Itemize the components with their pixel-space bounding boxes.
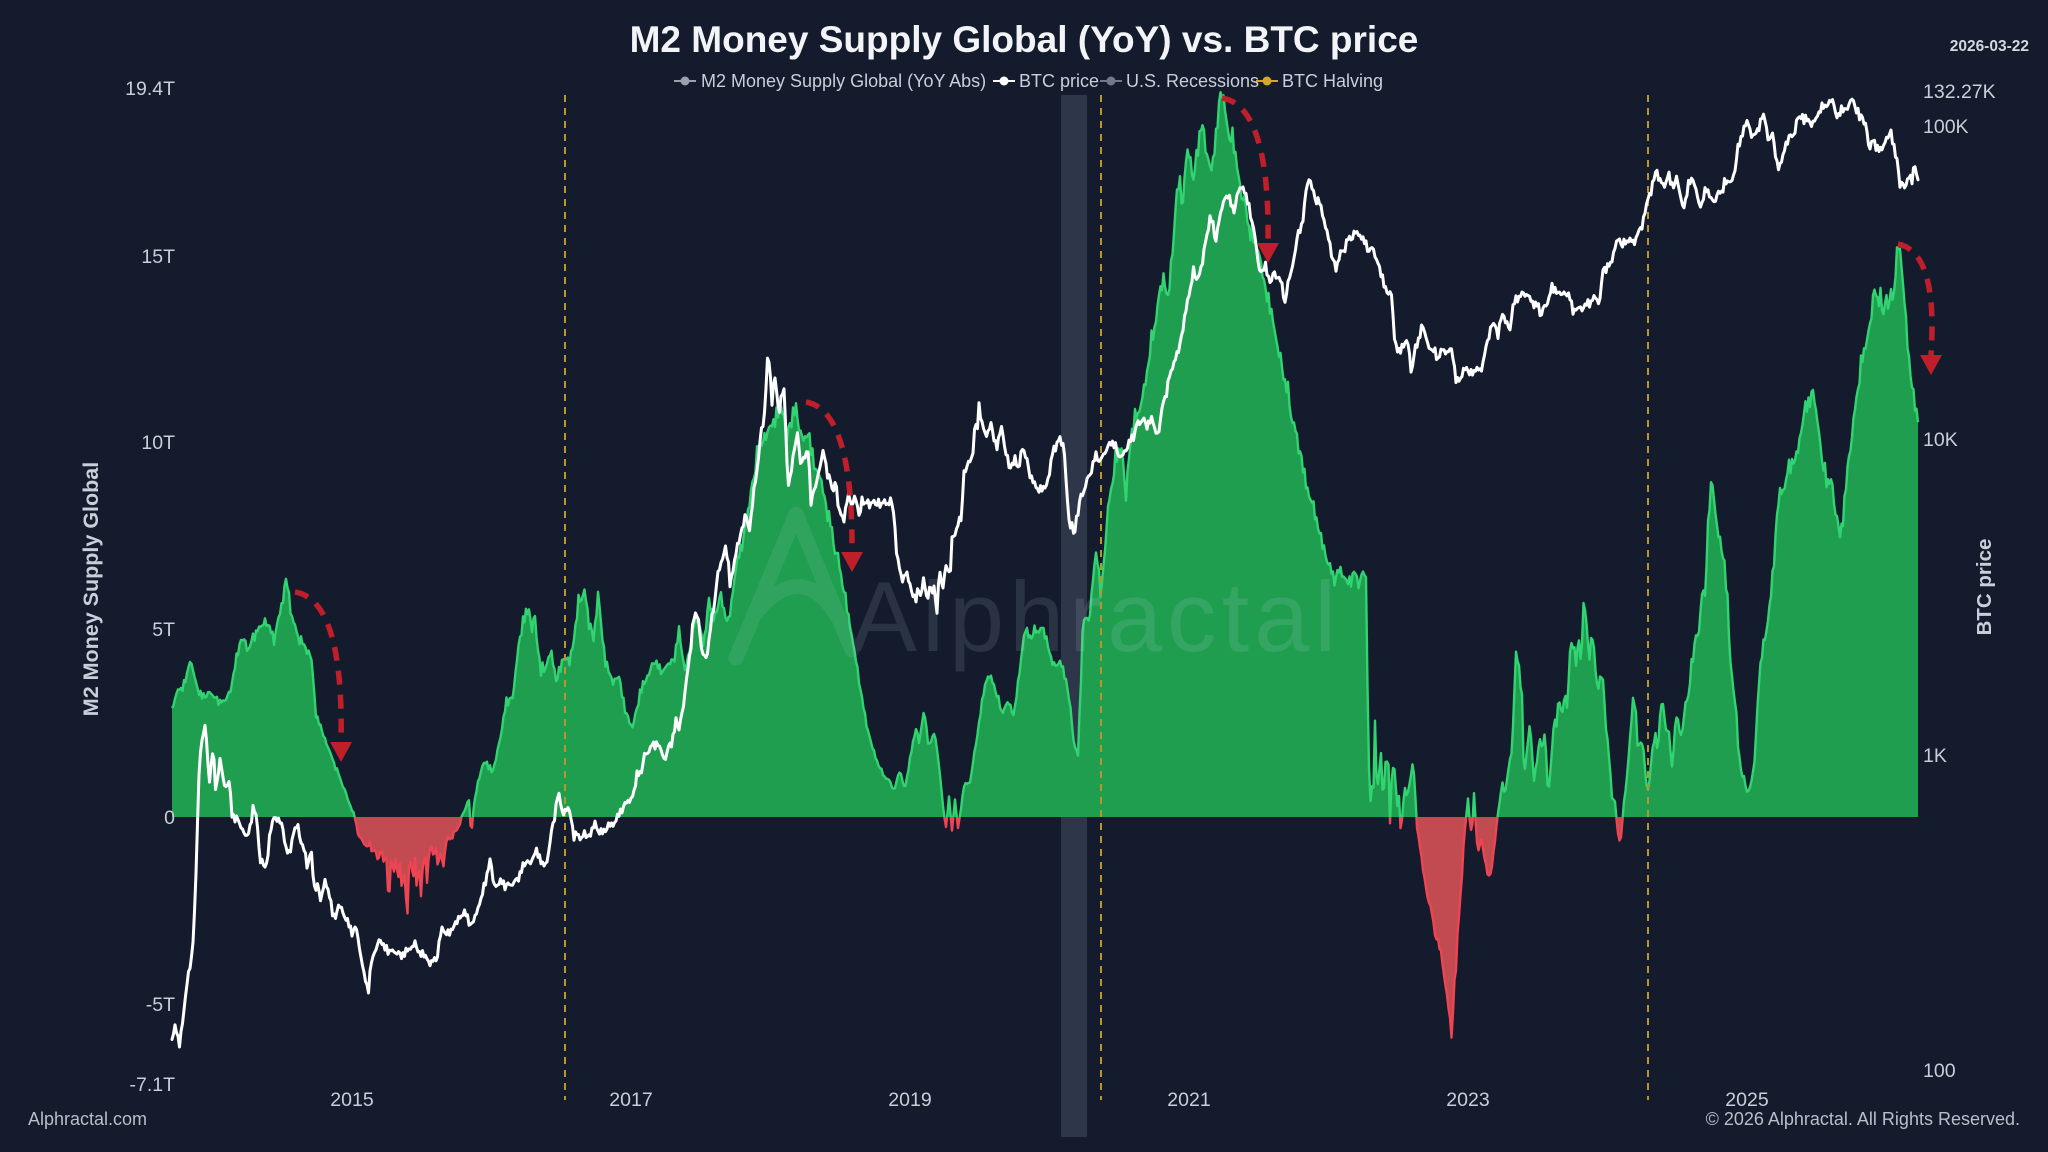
svg-text:BTC price: BTC price xyxy=(1973,539,1996,636)
svg-text:100K: 100K xyxy=(1923,116,1969,138)
svg-text:M2 Money Supply Global (YoY Ab: M2 Money Supply Global (YoY Abs) xyxy=(701,71,986,91)
svg-text:Alphractal: Alphractal xyxy=(851,561,1341,672)
svg-text:132.27K: 132.27K xyxy=(1923,81,1996,103)
svg-text:BTC price: BTC price xyxy=(1019,71,1099,91)
svg-text:2023: 2023 xyxy=(1446,1089,1489,1111)
svg-text:2025: 2025 xyxy=(1725,1089,1769,1111)
svg-text:15T: 15T xyxy=(141,246,175,268)
svg-text:BTC Halving: BTC Halving xyxy=(1282,71,1383,91)
svg-text:-7.1T: -7.1T xyxy=(129,1074,175,1096)
svg-text:100: 100 xyxy=(1923,1060,1956,1082)
svg-text:2019: 2019 xyxy=(888,1089,931,1111)
svg-text:2017: 2017 xyxy=(609,1089,652,1111)
svg-text:U.S. Recessions: U.S. Recessions xyxy=(1126,71,1259,91)
svg-text:Alphractal.com: Alphractal.com xyxy=(28,1109,147,1129)
svg-text:0: 0 xyxy=(164,807,175,829)
svg-text:10K: 10K xyxy=(1923,429,1958,451)
svg-text:1K: 1K xyxy=(1923,745,1947,767)
svg-text:10T: 10T xyxy=(141,432,175,454)
svg-text:M2 Money Supply Global: M2 Money Supply Global xyxy=(79,462,103,716)
svg-text:2015: 2015 xyxy=(330,1089,374,1111)
svg-text:© 2026 Alphractal. All Rights: © 2026 Alphractal. All Rights Reserved. xyxy=(1706,1109,2020,1129)
svg-text:2026-03-22: 2026-03-22 xyxy=(1950,38,2029,55)
svg-text:M2 Money Supply Global (YoY) v: M2 Money Supply Global (YoY) vs. BTC pri… xyxy=(630,19,1419,60)
svg-text:-5T: -5T xyxy=(146,994,175,1016)
svg-text:2021: 2021 xyxy=(1167,1089,1210,1111)
svg-text:5T: 5T xyxy=(152,619,175,641)
svg-text:19.4T: 19.4T xyxy=(125,78,175,100)
